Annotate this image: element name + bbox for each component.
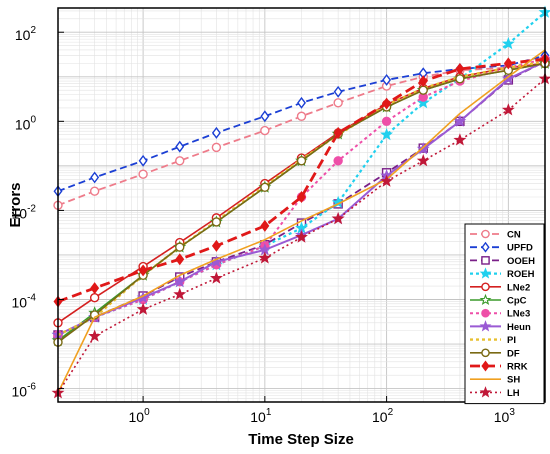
data-point-heun: [501, 72, 515, 85]
legend-marker-upfd: [481, 241, 490, 253]
data-point-rrk: [503, 57, 513, 70]
x-tick-label: 100: [129, 407, 151, 425]
legend-marker-ooeh: [481, 256, 490, 265]
x-tick-label: 101: [250, 407, 272, 425]
data-point-lh: [173, 287, 187, 300]
legend-marker-cpc: [479, 293, 492, 306]
y-tick-label: 102: [15, 25, 37, 43]
legend-label-upfd: UPFD: [507, 243, 533, 254]
data-point-cn: [89, 186, 100, 196]
data-point-roeh: [416, 96, 430, 109]
data-point-cn: [138, 169, 148, 179]
data-point-lh: [258, 251, 272, 264]
data-point-lh: [453, 133, 467, 146]
legend-label-df: DF: [507, 348, 520, 359]
data-point-cn: [333, 98, 343, 108]
data-point-lh: [416, 154, 430, 167]
legend-label-cpc: CpC: [507, 296, 527, 307]
data-point-df: [211, 217, 222, 227]
legend-label-lne3: LNe3: [507, 309, 530, 320]
x-tick-label: 103: [494, 407, 516, 425]
x-tick-label: 102: [372, 407, 394, 425]
data-point-lne3: [333, 156, 343, 166]
series-line-sh: [57, 49, 546, 394]
data-point-cn: [175, 156, 185, 166]
data-point-upfd: [175, 140, 185, 153]
data-point-rrk: [455, 62, 465, 75]
data-point-rrk: [382, 97, 392, 110]
data-point-lh: [331, 211, 345, 225]
legend-label-lne2: LNe2: [507, 282, 530, 293]
legend-label-rrk: RRK: [507, 362, 528, 373]
data-point-rrk: [333, 126, 343, 139]
legend-marker-lh: [479, 386, 492, 398]
y-tick-label: 100: [15, 114, 37, 132]
data-point-df: [418, 85, 428, 95]
legend-marker-lne2: [481, 282, 490, 292]
legend-label-ooeh: OOEH: [507, 256, 535, 267]
data-point-cn: [260, 125, 270, 136]
data-point-rrk: [175, 253, 185, 266]
legend-marker-rrk: [481, 360, 490, 372]
data-point-lh: [136, 302, 150, 315]
data-point-roeh: [380, 127, 394, 141]
data-point-upfd: [260, 110, 270, 123]
plot-frame: [57, 7, 546, 403]
data-point-upfd: [90, 171, 100, 184]
data-point-lh: [501, 103, 515, 116]
legend-marker-cn: [481, 229, 490, 239]
legend-marker-roeh: [479, 267, 492, 279]
data-point-lh: [380, 174, 394, 187]
data-point-upfd: [138, 154, 148, 167]
legend-marker-lne3: [481, 308, 490, 318]
y-axis-label: Errors: [7, 182, 24, 227]
data-point-heun: [453, 114, 467, 127]
data-point-lh: [88, 329, 102, 342]
data-point-df: [175, 242, 185, 252]
legend-label-lh: LH: [507, 388, 520, 399]
y-tick-label: 10-4: [12, 293, 37, 311]
legend-label-cn: CN: [507, 230, 521, 241]
data-point-cn: [211, 142, 222, 153]
data-point-lh: [209, 271, 223, 284]
legend-label-roeh: ROEH: [507, 269, 535, 280]
data-point-heun: [136, 290, 150, 304]
data-point-roeh: [501, 37, 515, 50]
legend-marker-df: [481, 348, 490, 358]
data-point-lne3: [381, 116, 392, 127]
legend-label-pi: PI: [507, 335, 516, 346]
data-point-df: [455, 74, 465, 84]
data-point-rrk: [138, 264, 148, 277]
data-point-heun: [173, 275, 187, 288]
y-tick-label: 10-6: [12, 382, 37, 400]
data-point-rrk: [260, 219, 270, 232]
data-point-rrk: [90, 282, 100, 295]
data-point-df: [260, 182, 270, 193]
data-point-lne2: [89, 292, 100, 303]
data-point-cn: [296, 111, 307, 121]
data-point-upfd: [333, 85, 343, 98]
legend-label-sh: SH: [507, 375, 520, 386]
data-point-lh: [295, 230, 308, 243]
data-point-upfd: [297, 96, 306, 109]
legend: CN UPFD OOEH ROEH LNe2 CpC LNe3 Heun PI DF RRK SH LH: [464, 223, 545, 405]
series-sh: [57, 49, 546, 394]
data-point-rrk: [297, 191, 306, 203]
data-point-rrk: [211, 239, 221, 252]
data-point-upfd: [211, 126, 221, 139]
data-point-df: [296, 156, 307, 166]
legend-label-heun: Heun: [507, 322, 531, 333]
data-point-rrk: [418, 75, 428, 88]
x-axis-label: Time Step Size: [248, 431, 354, 448]
legend-marker-heun: [479, 320, 492, 332]
data-point-upfd: [382, 73, 392, 86]
